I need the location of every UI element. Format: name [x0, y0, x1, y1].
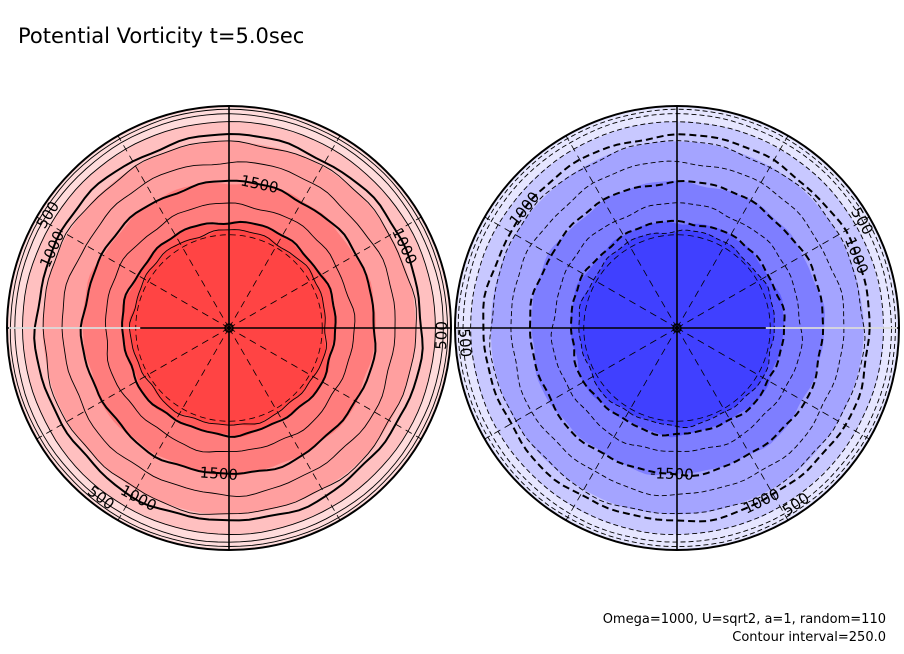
contour-label: 500 [432, 321, 451, 350]
meridian-line [676, 135, 789, 329]
plot-title: Potential Vorticity t=5.0sec [18, 24, 305, 48]
meridian-line [228, 216, 422, 329]
meridian-line [565, 327, 678, 521]
meridian-line [117, 135, 230, 329]
meridian-line [484, 327, 678, 440]
contour-label: 1500 [199, 463, 238, 484]
contour-label: -1500 [650, 464, 694, 484]
pole-marker [672, 323, 682, 333]
contour-label: 500 [455, 328, 475, 358]
parameters-footnote: Omega=1000, U=sqrt2, a=1, random=110 [602, 612, 886, 627]
contour-interval-footnote: Contour interval=250.0 [732, 630, 886, 645]
meridian-line [36, 216, 230, 329]
meridian-line [676, 327, 870, 440]
meridian-line [484, 216, 678, 329]
pole-marker [224, 323, 234, 333]
meridian-line [36, 327, 230, 440]
disk-boundary [6, 105, 452, 551]
meridian-line [117, 327, 230, 521]
disk-boundary [454, 105, 900, 551]
meridian-line [228, 327, 422, 440]
meridian-line [228, 327, 341, 521]
meridian-line [228, 135, 341, 329]
meridian-line [676, 327, 789, 521]
meridian-line [565, 135, 678, 329]
meridian-line [676, 216, 870, 329]
